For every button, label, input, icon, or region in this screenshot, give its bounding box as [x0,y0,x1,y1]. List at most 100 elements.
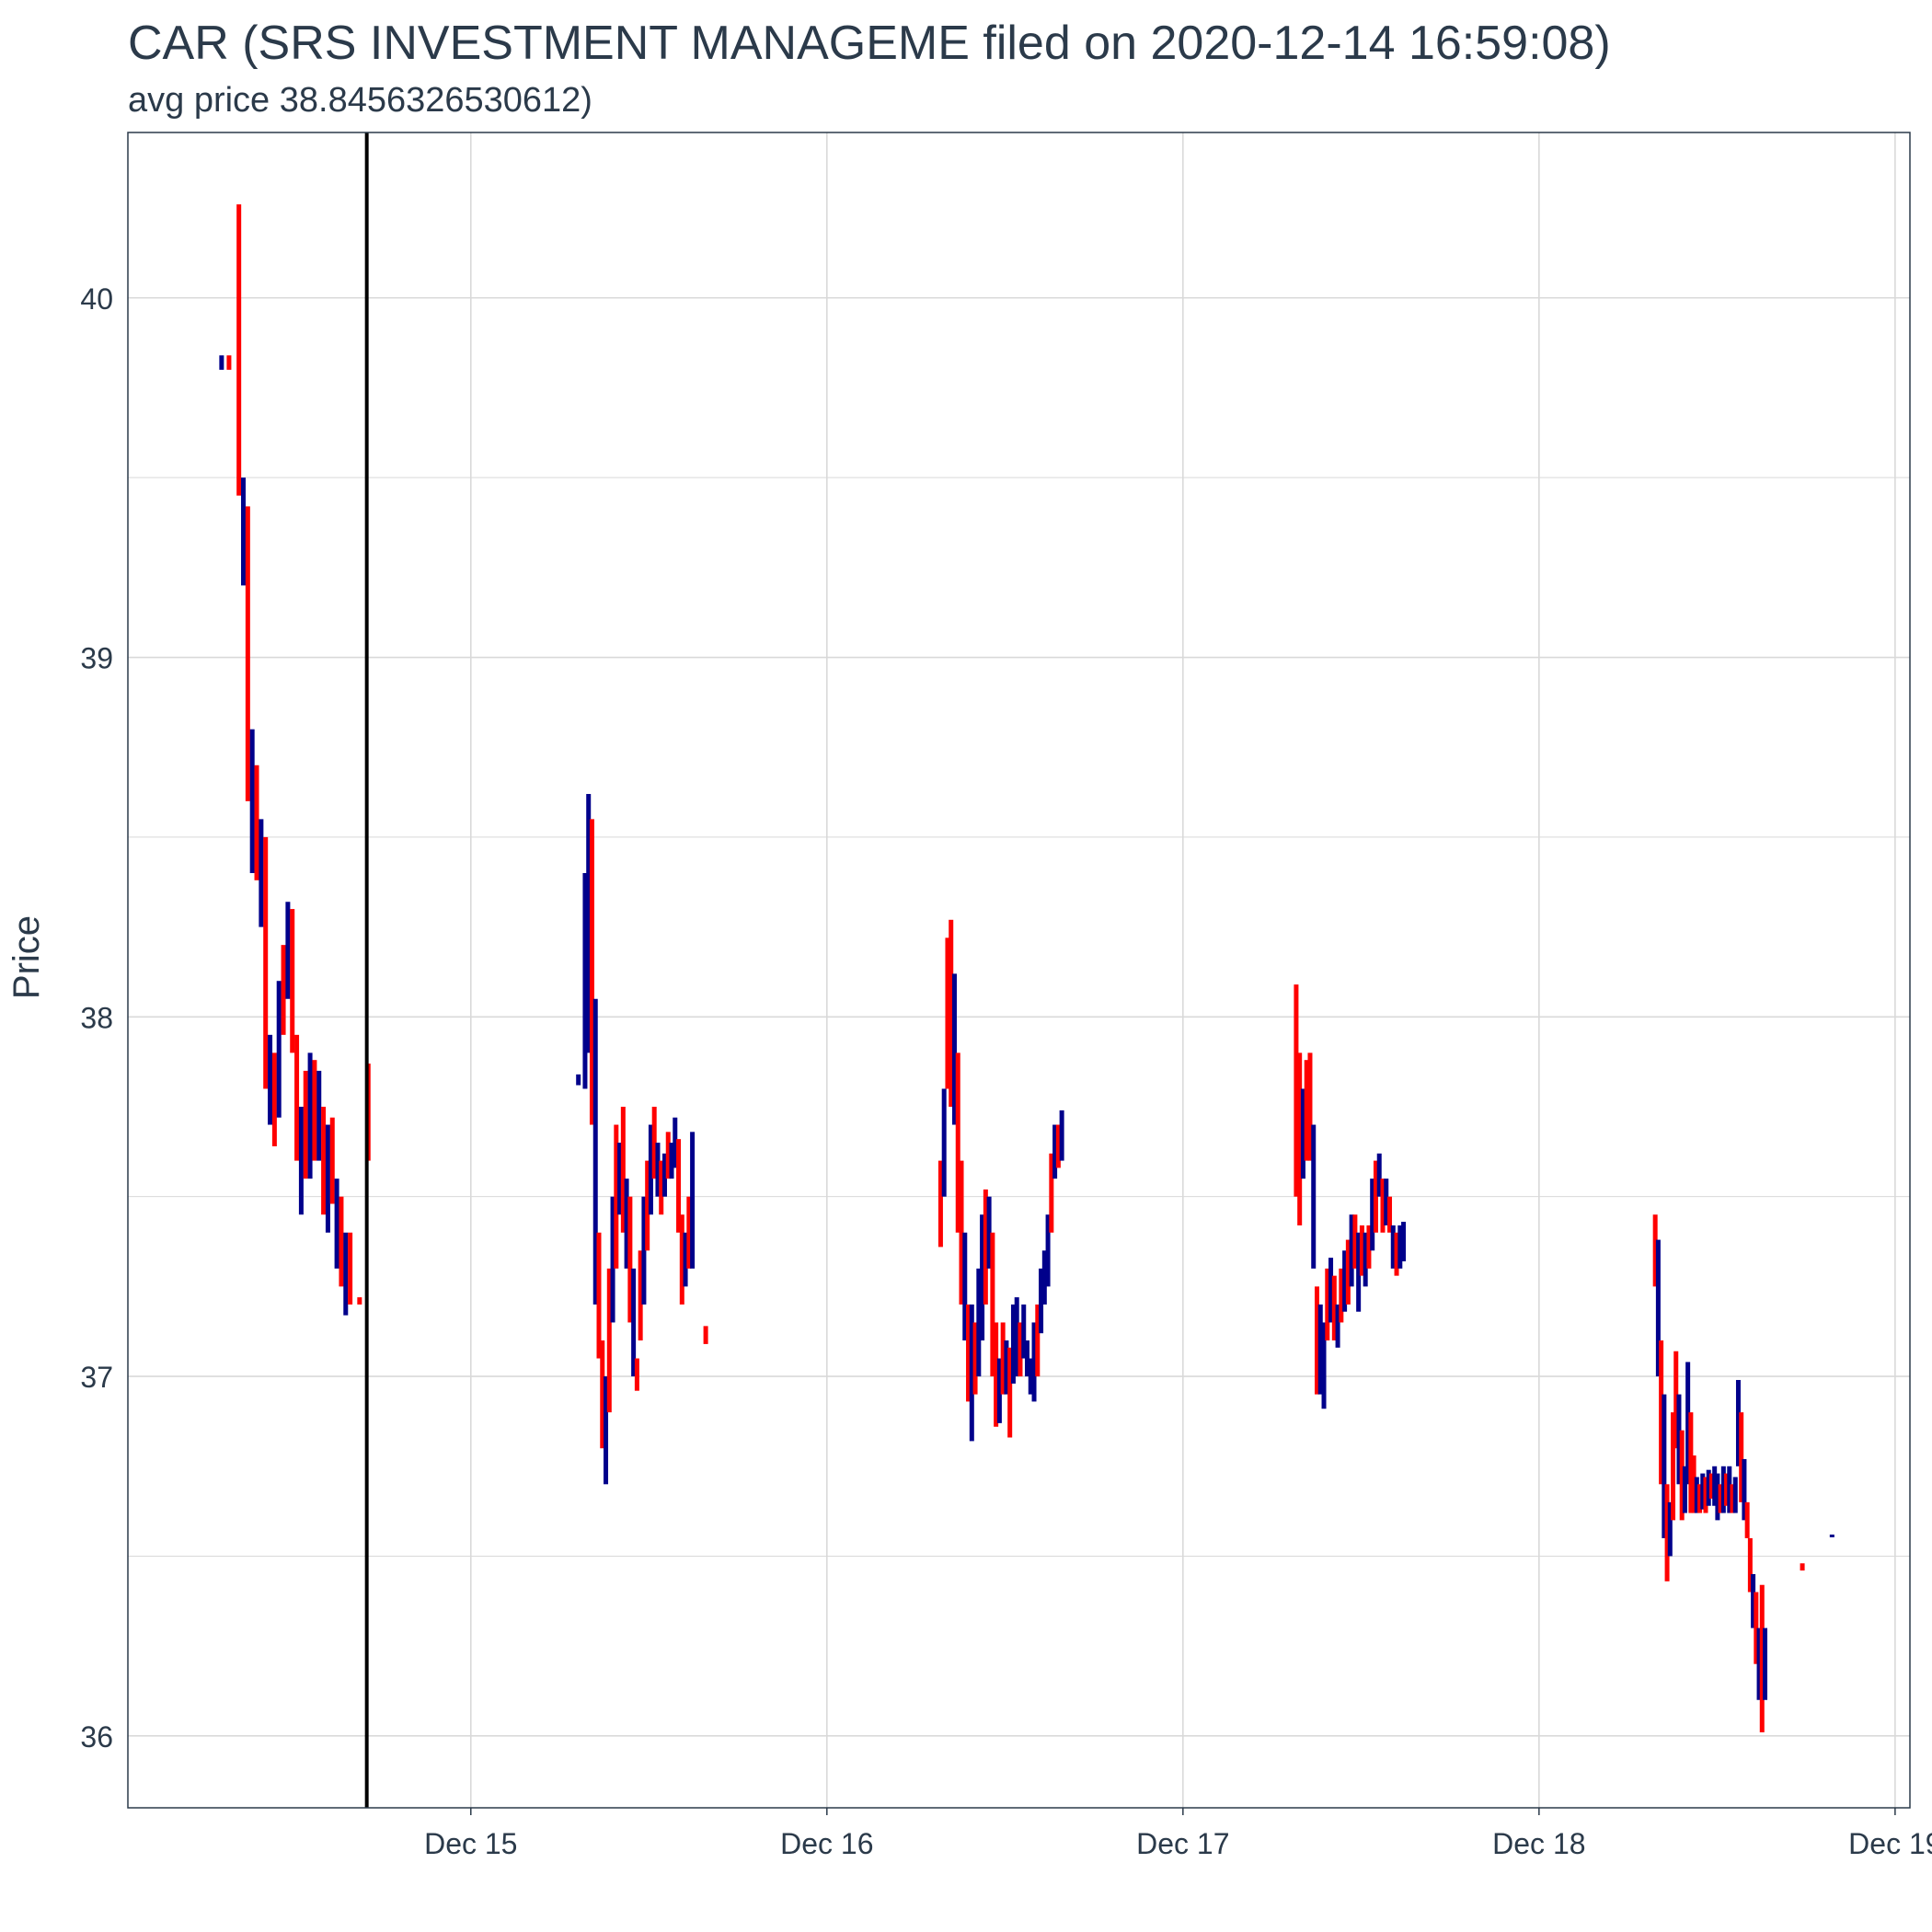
price-bar [641,1196,647,1305]
price-bar [1673,1351,1679,1449]
price-bar [1031,1322,1037,1402]
price-bar [610,1196,615,1323]
price-bar [586,794,592,1053]
price-bar [983,1189,988,1305]
y-tick-label: 38 [80,1001,113,1034]
price-bar [1829,1535,1834,1538]
price-bar [268,1034,273,1125]
price-bar [348,1232,353,1305]
price-bar [1307,1052,1313,1161]
price-bar [645,1160,650,1251]
price-bar [1014,1297,1019,1377]
price-bar [690,1132,696,1269]
price-bar [966,1304,972,1402]
price-bar [1691,1455,1696,1513]
grid-lines [128,132,1910,1808]
price-bar [1018,1322,1023,1377]
price-bar [1664,1484,1670,1581]
price-bar [339,1196,344,1287]
price-bar [1387,1196,1393,1233]
price-bar [1676,1394,1682,1485]
x-tick-label: Dec 16 [780,1827,873,1860]
price-bar [303,1070,308,1179]
price-bar [1325,1268,1330,1340]
price-bar [976,1268,982,1377]
price-bar [1708,1473,1714,1499]
price-bar [627,1196,633,1323]
price-bar [1727,1466,1732,1513]
price-bar [1335,1304,1340,1348]
price-bar [281,945,286,1035]
price-bar [343,1232,349,1316]
price-bar [1021,1304,1027,1359]
price-bar [1010,1304,1016,1384]
plot-frame [127,132,1911,1809]
price-bar [1732,1477,1738,1513]
price-bar [329,1117,335,1204]
price-bar [271,1052,277,1146]
price-bar [1300,1088,1305,1179]
price-bar [1652,1214,1658,1287]
price-bar [1700,1473,1706,1510]
price-bar [1744,1501,1750,1538]
price-bar [321,1106,327,1215]
price-bar [600,1340,605,1449]
price-bar [1703,1477,1708,1513]
price-bar [1671,1412,1676,1521]
price-bar [624,1179,629,1269]
price-bar [1735,1379,1741,1466]
price-bar [1742,1458,1747,1521]
price-bar [937,1160,943,1248]
price-bar [665,1132,671,1179]
price-bar [1321,1322,1327,1409]
price-bar [1682,1466,1687,1513]
price-bar [1718,1484,1723,1513]
price-bar [604,1376,609,1485]
price-bar [673,1117,678,1168]
price-bar [1366,1225,1372,1269]
price-bar [1311,1124,1317,1269]
price-bar [576,1074,581,1086]
price-bar [1349,1214,1354,1287]
x-tick-label: Dec 17 [1136,1827,1229,1860]
price-bar [959,1160,964,1305]
price-bar [1345,1239,1351,1305]
price-bar [1373,1160,1378,1233]
price-bar [1055,1124,1061,1168]
price-bar [1685,1362,1691,1485]
price-bar [659,1160,664,1215]
x-tick-label: Dec 15 [424,1827,517,1860]
price-bar [620,1106,626,1233]
price-bar [676,1139,682,1233]
price-bar [1294,984,1299,1197]
price-bar [1756,1627,1762,1700]
price-bar [1363,1232,1368,1287]
price-bar [1376,1153,1382,1197]
price-bar [996,1358,1002,1423]
price-bar [290,909,295,1053]
price-bar [1739,1412,1744,1502]
price-bar [661,1153,667,1197]
price-bar [962,1232,968,1340]
price-bar [614,1124,619,1269]
price-bar [1754,1592,1759,1664]
price-bar [1059,1110,1064,1161]
price-bar [1000,1322,1006,1395]
price-bar [1304,1060,1309,1161]
price-bar [259,819,264,927]
price-bar [1706,1469,1711,1506]
price-bar [1356,1232,1362,1312]
price-bar [1339,1268,1344,1323]
price-bars [219,204,1834,1732]
chart-title: CAR (SRS INVESTMENT MANAGEME filed on 20… [128,17,1611,70]
price-bar [634,1358,639,1391]
price-bar [638,1250,643,1340]
price-bar [1751,1573,1756,1628]
price-bar [325,1124,330,1233]
price-bar [1328,1258,1334,1323]
price-bar [1035,1304,1041,1377]
price-bar [276,981,282,1118]
y-tick-label: 40 [80,282,113,316]
price-bar [1390,1225,1396,1269]
